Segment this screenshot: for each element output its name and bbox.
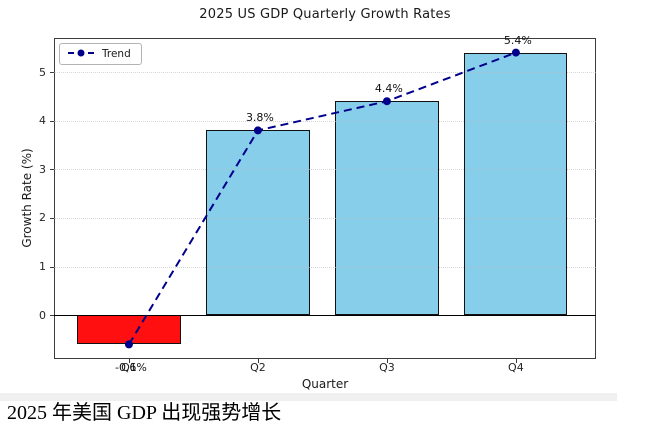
ytick-label-1: 1 xyxy=(39,260,46,274)
xtick-mark-q4 xyxy=(515,359,517,363)
y-axis-label: Growth Rate (%) xyxy=(20,148,34,248)
divider-band xyxy=(0,393,617,401)
data-label-q1: -0.6% xyxy=(114,361,147,374)
plot-area xyxy=(54,38,596,359)
ytick-label-4: 4 xyxy=(39,114,46,128)
legend: Trend xyxy=(59,43,142,65)
trend-line-icon xyxy=(68,49,94,57)
ytick-label-0: 0 xyxy=(39,308,46,322)
xtick-label-q4: Q4 xyxy=(508,361,524,374)
xtick-label-q1: Q1 xyxy=(121,361,137,374)
xtick-label-q3: Q3 xyxy=(379,361,395,374)
x-axis-label: Quarter xyxy=(301,377,349,391)
xtick-label-q2: Q2 xyxy=(250,361,266,374)
chart-title: 2025 US GDP Quarterly Growth Rates xyxy=(199,7,451,22)
xtick-mark-q2 xyxy=(257,359,259,363)
caption: 2025 年美国 GDP 出现强势增长 xyxy=(7,402,282,424)
ytick-label-5: 5 xyxy=(39,65,46,79)
xtick-mark-q3 xyxy=(386,359,388,363)
trend-marker-icon xyxy=(77,49,85,57)
xtick-mark-q1 xyxy=(128,359,130,363)
legend-label-trend: Trend xyxy=(102,48,131,60)
